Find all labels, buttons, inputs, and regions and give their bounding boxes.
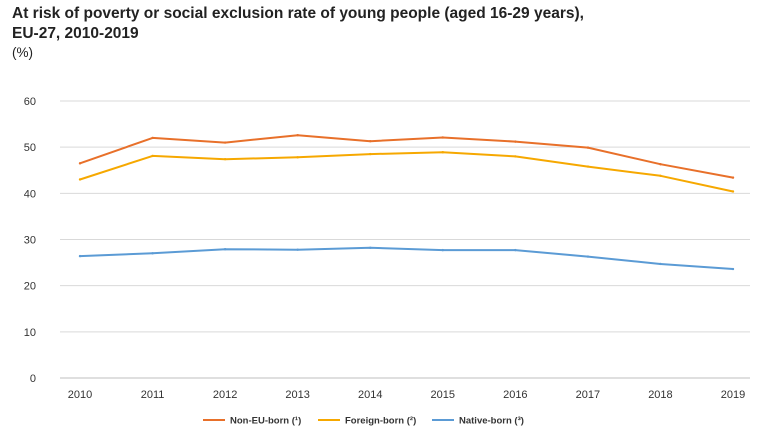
data-point xyxy=(514,248,517,252)
data-point xyxy=(296,156,299,159)
chart-unit: (%) xyxy=(12,45,33,60)
data-point xyxy=(296,248,299,251)
data-point xyxy=(369,246,372,250)
legend-item-label: Native-born (³) xyxy=(459,416,524,426)
data-point xyxy=(731,267,735,271)
data-point xyxy=(369,152,372,156)
x-tick-label: 2017 xyxy=(576,389,600,401)
y-tick-label: 0 xyxy=(30,373,36,385)
series-lines xyxy=(78,133,735,271)
data-point xyxy=(151,136,154,140)
x-tick-label: 2013 xyxy=(285,389,309,401)
data-point xyxy=(151,154,154,158)
data-point xyxy=(441,136,444,139)
data-point xyxy=(151,252,154,255)
chart-title: At risk of poverty or social exclusion r… xyxy=(12,5,584,22)
x-axis-ticks: 2010 2011 2012 2013 2014 2015 2016 2017 2018 2019 xyxy=(68,389,745,401)
data-point xyxy=(441,248,444,252)
x-tick-label: 2010 xyxy=(68,389,92,401)
series-line-2 xyxy=(79,151,734,193)
data-point xyxy=(659,163,662,166)
data-point xyxy=(223,247,227,251)
data-point xyxy=(586,255,590,258)
data-point xyxy=(223,157,227,161)
x-tick-label: 2015 xyxy=(431,389,455,401)
chart-header: At risk of poverty or social exclusion r… xyxy=(12,4,742,62)
data-point xyxy=(78,254,82,258)
legend-item-label: Foreign-born (²) xyxy=(345,416,416,426)
gridlines xyxy=(60,100,750,379)
data-point xyxy=(514,140,517,143)
series-line-3 xyxy=(79,246,734,270)
data-point xyxy=(441,151,444,154)
y-tick-label: 50 xyxy=(24,142,36,154)
legend: Non-EU-born (¹) Foreign-born (²) Native-bo… xyxy=(203,416,524,426)
data-point xyxy=(78,162,82,165)
data-point xyxy=(78,178,82,181)
y-tick-label: 30 xyxy=(24,235,36,247)
data-point xyxy=(586,146,590,149)
y-axis-ticks: 0 10 20 30 40 50 60 xyxy=(24,96,36,385)
data-point xyxy=(659,262,662,266)
data-point xyxy=(586,165,590,168)
data-point xyxy=(514,155,517,158)
chart-subtitle: EU-27, 2010-2019 xyxy=(12,25,139,42)
data-point xyxy=(731,190,735,193)
x-tick-label: 2019 xyxy=(721,389,745,401)
y-tick-label: 40 xyxy=(24,188,36,200)
x-tick-label: 2018 xyxy=(648,389,672,401)
x-tick-label: 2012 xyxy=(213,389,237,401)
data-point xyxy=(731,176,735,179)
legend-item-label: Non-EU-born (¹) xyxy=(230,416,301,426)
data-point xyxy=(223,141,227,144)
data-point xyxy=(369,139,372,143)
data-point xyxy=(659,174,662,177)
y-tick-label: 60 xyxy=(24,96,36,108)
x-tick-label: 2016 xyxy=(503,389,527,401)
x-tick-label: 2014 xyxy=(358,389,382,401)
y-tick-label: 20 xyxy=(24,281,36,293)
y-tick-label: 10 xyxy=(24,327,36,339)
data-point xyxy=(296,133,299,137)
x-tick-label: 2011 xyxy=(141,389,165,401)
series-line-1 xyxy=(79,134,734,179)
